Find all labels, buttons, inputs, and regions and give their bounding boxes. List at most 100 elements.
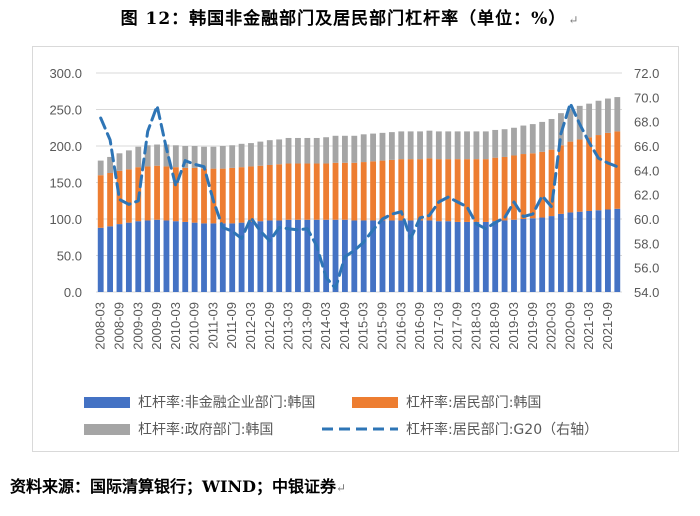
bar-segment-nonfinancial-corporate (135, 221, 142, 292)
source-note: 资料来源：国际清算银行；WIND；中银证券↵ (10, 474, 346, 500)
bar-segment-nonfinancial-corporate (172, 221, 179, 292)
bar-segment-household (116, 170, 123, 225)
bar-segment-household (398, 159, 405, 221)
bar-segment-nonfinancial-corporate (398, 220, 405, 292)
bar-segment-government (492, 129, 499, 158)
bar-segment-household (172, 167, 179, 222)
x-tick-label: 2008-03 (93, 302, 108, 350)
bar-segment-household (454, 159, 461, 222)
bar-segment-nonfinancial-corporate (182, 221, 189, 292)
bar-segment-government (417, 131, 423, 160)
bar-segment-household (614, 131, 621, 209)
bar-segment-nonfinancial-corporate (285, 219, 292, 292)
bar-segment-nonfinancial-corporate (379, 220, 386, 292)
bar-segment-household (388, 159, 395, 221)
bar-segment-government (539, 121, 546, 152)
legend-swatch (84, 397, 130, 408)
bar-segment-government (229, 145, 236, 168)
bar-segment-household (341, 162, 348, 220)
bar-segment-nonfinancial-corporate (501, 220, 508, 292)
bar-segment-household (154, 165, 160, 220)
bar-segment-household (285, 163, 292, 220)
bar-segment-household (435, 159, 442, 222)
bar-segment-government (163, 144, 170, 167)
x-tick-label: 2012-03 (243, 302, 258, 350)
bar-segment-government (313, 137, 320, 164)
bar-segment-household (417, 159, 423, 221)
x-tick-label: 2018-09 (487, 302, 502, 350)
bar-segment-nonfinancial-corporate (295, 219, 301, 292)
y-tick-label: 200.0 (49, 139, 82, 154)
bar-segment-household (464, 159, 470, 222)
legend-label: 杠杆率:居民部门:G20（右轴） (406, 421, 598, 438)
bar-segment-government (586, 103, 593, 138)
bar-segment-government (295, 137, 301, 164)
y2-tick-label: 62.0 (634, 188, 659, 203)
bar-segment-government (473, 131, 480, 160)
x-tick-label: 2015-09 (374, 302, 389, 350)
bar-segment-household (219, 168, 226, 224)
x-tick-label: 2019-09 (525, 302, 540, 350)
bar-segment-government (351, 135, 358, 163)
bar-segment-government (266, 140, 273, 165)
bar-segment-government (407, 131, 414, 160)
bar-segment-nonfinancial-corporate (576, 211, 583, 292)
bar-segment-nonfinancial-corporate (125, 222, 132, 292)
bar-segment-nonfinancial-corporate (435, 221, 442, 292)
bar-segment-nonfinancial-corporate (323, 219, 330, 292)
x-tick-label: 2021-03 (581, 302, 596, 350)
bar-segment-government (482, 131, 489, 160)
bar-segment-government (341, 135, 348, 163)
y-tick-label: 50.0 (57, 249, 82, 264)
x-tick-label: 2018-03 (468, 302, 483, 350)
bar-segment-government (370, 133, 377, 162)
y2-tick-label: 56.0 (634, 261, 659, 276)
paragraph-mark-icon: ↵ (568, 13, 580, 27)
bar-segment-household (473, 159, 480, 222)
bar-segment-household (548, 149, 555, 217)
bar-segment-nonfinancial-corporate (388, 220, 395, 292)
bar-segment-household (248, 166, 254, 222)
bar-segment-nonfinancial-corporate (464, 221, 470, 292)
bar-segment-nonfinancial-corporate (201, 223, 207, 292)
x-tick-label: 2019-03 (506, 302, 521, 350)
legend-swatch (84, 424, 130, 435)
bar-segment-household (323, 163, 330, 220)
bar-segment-government (172, 145, 179, 168)
x-tick-label: 2010-03 (168, 302, 183, 350)
bar-segment-household (586, 137, 593, 211)
x-tick-label: 2017-03 (431, 302, 446, 350)
x-tick-label: 2013-03 (281, 302, 296, 350)
figure-title: 图 12：韩国非金融部门及居民部门杠杆率（单位：%） ↵ (0, 4, 700, 34)
bar-segment-household (445, 159, 452, 222)
bar-segment-household (107, 173, 114, 227)
bar-segment-nonfinancial-corporate (163, 220, 170, 292)
bar-segment-government (379, 132, 386, 161)
bar-segment-government (97, 160, 104, 176)
bar-segment-government (219, 146, 226, 169)
bar-segment-nonfinancial-corporate (614, 208, 621, 292)
series-line-g20-household (99, 101, 619, 290)
bar-segment-household (332, 162, 339, 220)
bar-segment-nonfinancial-corporate (257, 221, 264, 292)
bar-segment-nonfinancial-corporate (567, 212, 574, 292)
bar-segment-household (407, 159, 414, 221)
bar-segment-nonfinancial-corporate (445, 221, 452, 292)
bar-segment-nonfinancial-corporate (332, 219, 339, 292)
bar-segment-nonfinancial-corporate (248, 221, 254, 292)
bar-segment-household (595, 135, 602, 211)
bar-segment-household (529, 153, 536, 219)
bar-segment-government (604, 98, 611, 133)
bar-segment-nonfinancial-corporate (520, 219, 527, 292)
bar-segment-nonfinancial-corporate (191, 222, 198, 292)
bar-segment-nonfinancial-corporate (604, 209, 611, 292)
bar-segment-nonfinancial-corporate (219, 223, 226, 292)
bar-segment-government (529, 124, 536, 154)
bar-segment-household (482, 159, 489, 222)
bar-segment-government (595, 100, 602, 136)
bar-segment-nonfinancial-corporate (407, 220, 414, 292)
bar-segment-nonfinancial-corporate (511, 219, 517, 292)
bar-segment-government (107, 156, 114, 174)
bar-segment-household (295, 163, 301, 220)
x-tick-label: 2016-03 (393, 302, 408, 350)
